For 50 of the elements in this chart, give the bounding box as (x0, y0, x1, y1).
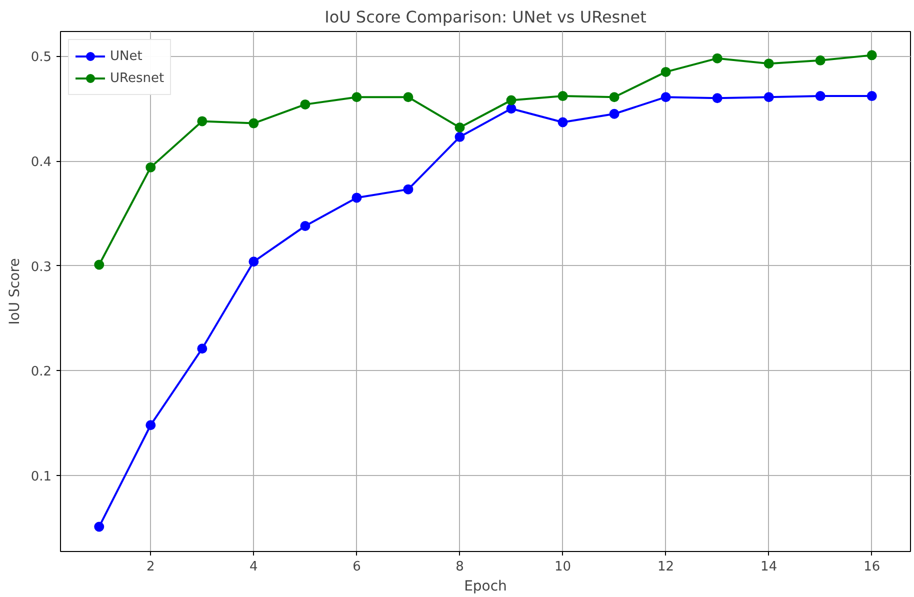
point (506, 104, 516, 114)
x-tick-label: 12 (658, 560, 674, 574)
point (764, 92, 774, 102)
point (609, 92, 620, 102)
point (609, 108, 620, 119)
point (248, 256, 259, 267)
point (300, 99, 310, 110)
point (94, 260, 104, 270)
point (197, 344, 208, 354)
x-tick-label: 14 (760, 560, 778, 574)
y-tick-label: 0.3 (30, 260, 52, 275)
legend-label: UNet (110, 48, 142, 64)
point (660, 66, 671, 77)
y-tick-label: 0.4 (30, 155, 52, 170)
point (146, 420, 156, 430)
y-tick-label: 0.5 (30, 50, 52, 66)
point (506, 95, 516, 106)
point (197, 116, 208, 126)
point (300, 221, 310, 231)
point (815, 91, 826, 102)
point (712, 53, 722, 64)
legend-label: UResnet (110, 70, 164, 86)
point (248, 118, 259, 128)
point (866, 50, 877, 60)
point (403, 92, 414, 102)
x-tick-label: 8 (456, 560, 464, 574)
point (94, 522, 104, 532)
point (454, 122, 465, 132)
point (352, 92, 362, 102)
y-tick-label: 0.2 (30, 364, 52, 380)
point (815, 55, 826, 66)
point (146, 162, 156, 172)
x-tick-label: 4 (250, 560, 258, 574)
y-tick-label: 0.1 (30, 469, 52, 484)
x-axis-title: Epoch (464, 578, 507, 594)
point (558, 117, 568, 128)
x-tick-label: 6 (352, 560, 361, 574)
x-tick-label: 2 (146, 560, 155, 574)
x-tick-label: 16 (864, 560, 880, 574)
point (866, 91, 877, 102)
point (764, 58, 774, 69)
point (558, 91, 568, 102)
point (403, 184, 414, 194)
point (660, 92, 671, 102)
point (352, 192, 362, 203)
chart-title: IoU Score Comparison: UNet vs UResnet (324, 8, 646, 26)
point (454, 132, 465, 142)
point (712, 93, 722, 104)
x-tick-label: 10 (554, 560, 572, 574)
y-axis-title: IoU Score (6, 258, 23, 325)
